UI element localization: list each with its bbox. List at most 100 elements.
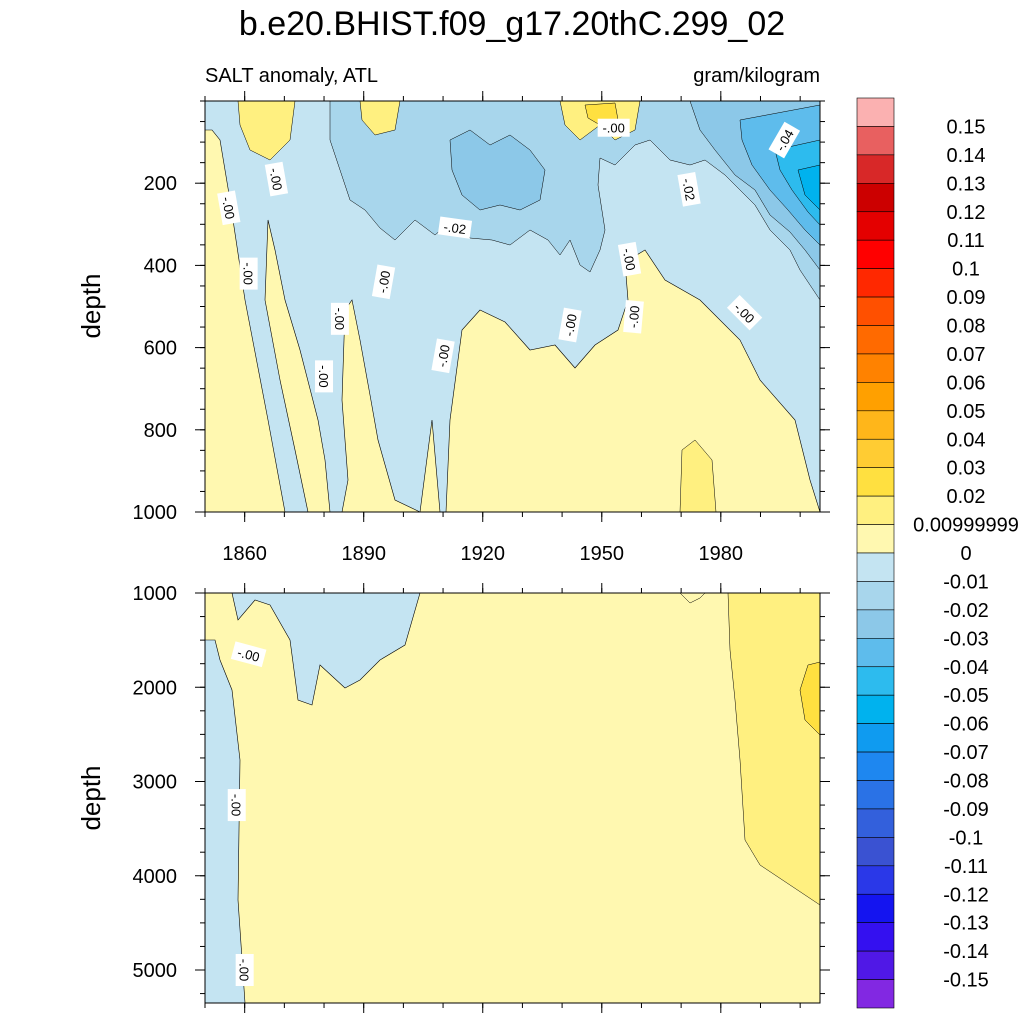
- colorbar-level-label: 0.04: [947, 429, 986, 451]
- colorbar-swatch: [856, 126, 895, 156]
- y-tick-label: 4000: [133, 866, 178, 888]
- colorbar-level-label: 0.03: [947, 458, 986, 480]
- variable-label: SALT anomaly, ATL: [205, 65, 378, 87]
- contour-label-text: -.00: [237, 959, 252, 981]
- lower-panel: 1000 2000 3000 4000 5000 -.00 -.00 -.00 depth: [76, 583, 830, 1013]
- colorbar-level-label: -0.06: [943, 714, 989, 736]
- x-tick-label: 1860: [222, 543, 267, 565]
- contour-label: -.00: [230, 641, 267, 668]
- contour-label: -.00: [330, 302, 349, 335]
- colorbar-swatch: [856, 353, 895, 383]
- colorbar-level-label: -0.01: [943, 571, 989, 593]
- colorbar-swatch: [856, 325, 895, 355]
- contour-label: -.00: [371, 264, 396, 300]
- lower-y-tick-labels: 1000 2000 3000 4000 5000: [133, 583, 178, 982]
- contour-label: -.00: [264, 161, 289, 197]
- colorbar-swatch: [856, 666, 895, 696]
- lower-positive-region: [727, 593, 820, 906]
- upper-minus-003-region: [449, 129, 546, 211]
- colorbar-level-label: -0.15: [943, 970, 989, 992]
- colorbar-swatch: [856, 438, 895, 468]
- colorbar-swatch: [856, 239, 895, 269]
- colorbar-swatch: [856, 183, 895, 213]
- colorbar-level-label: 0.13: [947, 173, 986, 195]
- lower-contour-field: [205, 593, 820, 1003]
- colorbar-level-label: 0.14: [947, 145, 986, 167]
- contour-label: -.00: [217, 190, 241, 226]
- colorbar-swatch: [856, 268, 895, 298]
- y-tick-label: 600: [144, 338, 177, 360]
- contour-label-text: -.00: [561, 313, 580, 338]
- colorbar-level-label: -0.1: [949, 827, 983, 849]
- colorbar-level-label: -0.08: [943, 771, 989, 793]
- y-tick-label: 400: [144, 255, 177, 277]
- contour-label-text: -.02: [679, 177, 698, 202]
- x-tick-label: 1920: [460, 543, 505, 565]
- contour-label-text: -.00: [219, 196, 238, 221]
- y-tick-label: 800: [144, 420, 177, 442]
- contour-label: -.02: [677, 172, 701, 207]
- lower-y-axis-label: depth: [76, 765, 106, 830]
- colorbar-level-label: 0.08: [947, 316, 986, 338]
- contour-label-text: -.00: [375, 270, 394, 295]
- colorbar-swatch: [856, 950, 895, 980]
- colorbar-level-label: -0.04: [943, 657, 989, 679]
- colorbar-level-label: -0.13: [943, 913, 989, 935]
- colorbar-level-label: 0.15: [947, 116, 986, 138]
- contour-label-text: -.00: [620, 247, 639, 272]
- y-tick-label: 5000: [133, 960, 178, 982]
- colorbar-swatch: [856, 694, 895, 724]
- colorbar-level-label: 0.12: [947, 202, 986, 224]
- y-tick-label: 1000: [133, 583, 178, 605]
- upper-positive-patch-d: [679, 439, 717, 512]
- upper-contour-labels: -.00 -.00 -.00 -.00 -.00 -.00 -.02 -.00 -.00 -.00…: [217, 118, 801, 393]
- contour-label: -.00: [597, 118, 630, 137]
- contour-label: -.00: [623, 300, 644, 334]
- contour-label-text: -.00: [316, 365, 331, 387]
- colorbar-swatch: [856, 609, 895, 639]
- upper-y-tick-labels: 200 400 600 800 1000: [133, 173, 178, 524]
- lower-axis-ticks: [195, 583, 830, 1013]
- colorbar-swatch: [856, 410, 895, 440]
- contour-label-text: -.00: [332, 308, 347, 330]
- units-label: gram/kilogram: [693, 65, 820, 87]
- upper-y-axis-label: depth: [76, 273, 106, 338]
- contour-label: -.00: [431, 338, 455, 374]
- upper-minus-004-region: [739, 104, 820, 246]
- contour-label-text: -.00: [241, 262, 256, 284]
- colorbar-level-label: -0.03: [943, 628, 989, 650]
- colorbar-level-label: -0.12: [943, 884, 989, 906]
- colorbar-swatch: [856, 638, 895, 668]
- colorbar-swatch: [856, 467, 895, 497]
- contour-label-text: -.00: [602, 121, 624, 136]
- lower-contour-labels: -.00 -.00 -.00: [227, 641, 267, 987]
- colorbar-level-label: -0.05: [943, 685, 989, 707]
- chart-title: b.e20.BHIST.f09_g17.20thC.299_02: [239, 5, 785, 43]
- contour-label: -.00: [239, 257, 258, 290]
- lower-positive-core: [799, 661, 820, 736]
- colorbar: [856, 97, 895, 1009]
- upper-minus-006-region: [797, 164, 820, 211]
- colorbar-level-label: 0: [960, 543, 971, 565]
- colorbar-swatch: [856, 979, 895, 1009]
- x-tick-label: 1980: [699, 543, 744, 565]
- colorbar-level-label: 0.05: [947, 401, 986, 423]
- colorbar-level-label: 0.06: [947, 372, 986, 394]
- colorbar-swatch: [856, 211, 895, 241]
- colorbar-level-label: -0.09: [943, 799, 989, 821]
- upper-axis-ticks: [195, 91, 830, 522]
- upper-positive-patch-e: [359, 101, 401, 136]
- contour-label-text: -.00: [434, 344, 453, 369]
- y-tick-label: 200: [144, 173, 177, 195]
- colorbar-swatch: [856, 808, 895, 838]
- colorbar-level-label: 0.11: [947, 230, 984, 252]
- colorbar-swatch: [856, 97, 895, 127]
- lower-negative-west: [205, 639, 246, 1003]
- contour-label-text: -.02: [443, 219, 467, 237]
- colorbar-level-label: -0.02: [943, 600, 989, 622]
- contour-label-text: -.00: [267, 167, 286, 192]
- colorbar-level-label: 0.1: [952, 259, 980, 281]
- upper-minus-005-region: [774, 139, 820, 226]
- upper-positive-patch-a: [237, 101, 296, 161]
- colorbar-swatch: [856, 495, 895, 525]
